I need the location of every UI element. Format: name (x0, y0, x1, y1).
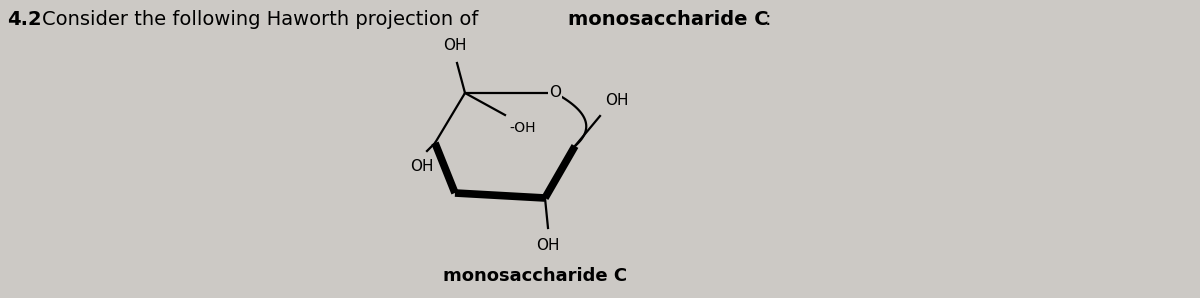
Text: 4.2: 4.2 (7, 10, 42, 29)
Text: monosaccharide C: monosaccharide C (443, 267, 628, 285)
Text: OH: OH (410, 159, 433, 174)
Text: O: O (550, 85, 562, 100)
Text: OH: OH (605, 93, 629, 108)
Text: OH: OH (443, 38, 467, 53)
Text: monosaccharide C: monosaccharide C (568, 10, 769, 29)
Text: OH: OH (536, 238, 559, 253)
Text: -OH: -OH (509, 121, 535, 135)
Text: Consider the following Haworth projection of: Consider the following Haworth projectio… (42, 10, 485, 29)
Text: :: : (766, 10, 772, 29)
